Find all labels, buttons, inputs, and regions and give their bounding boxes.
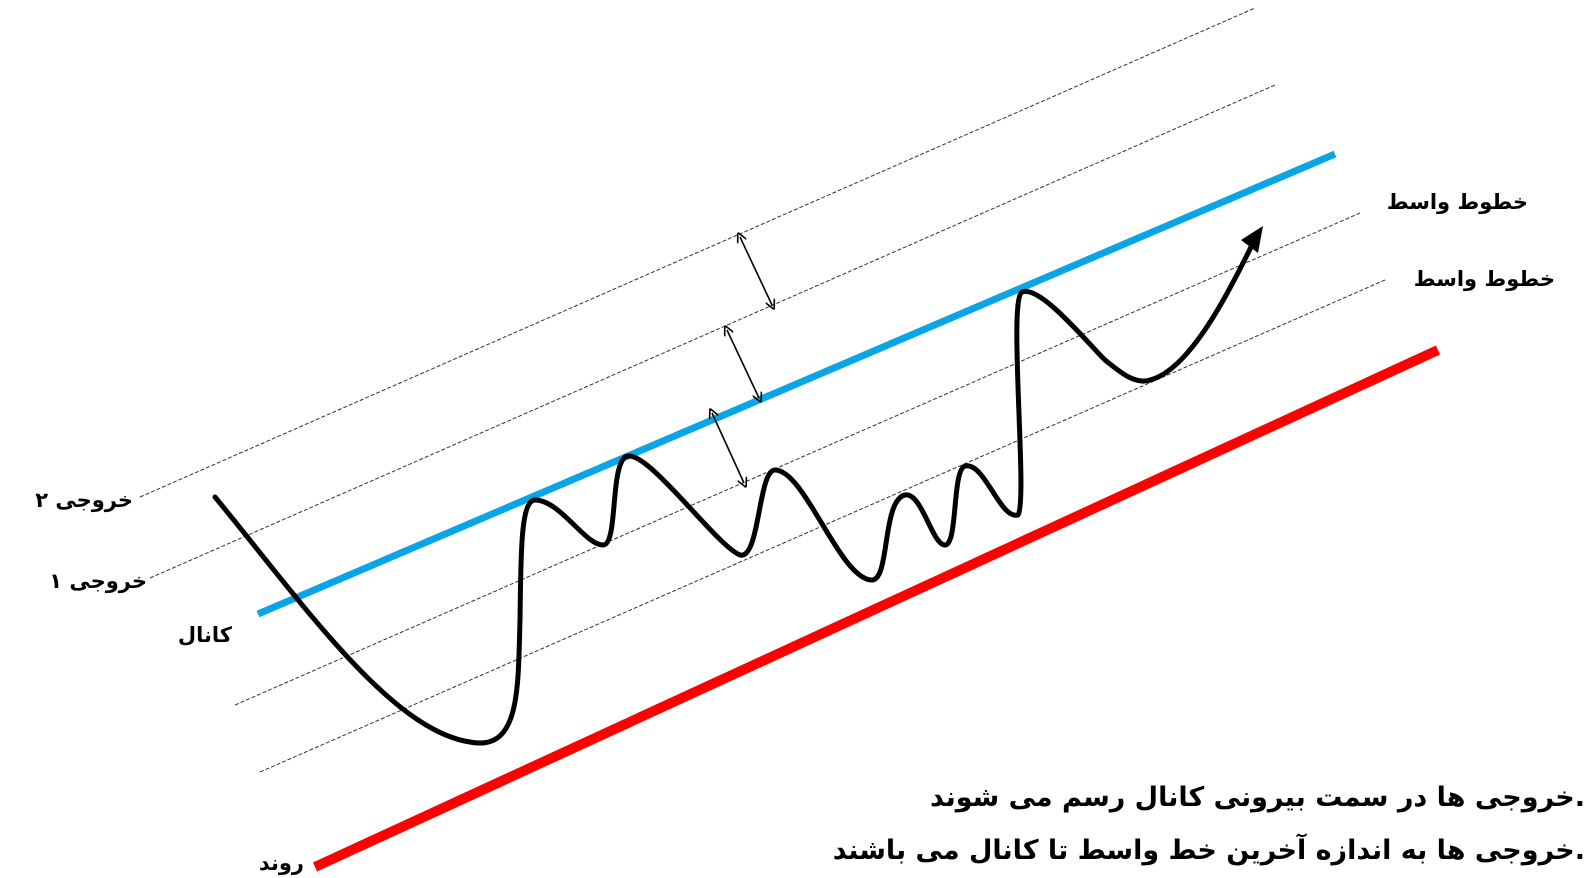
distance-arrow-top <box>740 237 772 305</box>
trend-line <box>312 345 1441 872</box>
channel-label: کانال <box>178 623 233 647</box>
note-line-1: خروجی ها در سمت بیرونی کانال رسم می شوند… <box>930 782 1585 813</box>
channel-line <box>256 150 1337 618</box>
middle-line-1 <box>234 212 1361 706</box>
trend-label: روند <box>259 851 304 875</box>
distance-arrow-middle <box>727 330 759 398</box>
note-line-2: خروجی ها به اندازه آخرین خط واسط تا کانا… <box>833 833 1585 866</box>
exit-2-label: خروجی ۲ <box>35 488 133 512</box>
distance-arrow-bottom <box>712 413 744 483</box>
middle-lines-label-bottom: خطوط واسط <box>1414 267 1555 291</box>
exit-2-line <box>139 7 1256 498</box>
exit-1-line <box>149 84 1276 579</box>
price-arrow-head <box>1241 226 1263 253</box>
price-path <box>212 242 1255 746</box>
middle-lines-label-top: خطوط واسط <box>1387 190 1528 214</box>
exit-1-label: خروجی ۱ <box>49 569 147 593</box>
